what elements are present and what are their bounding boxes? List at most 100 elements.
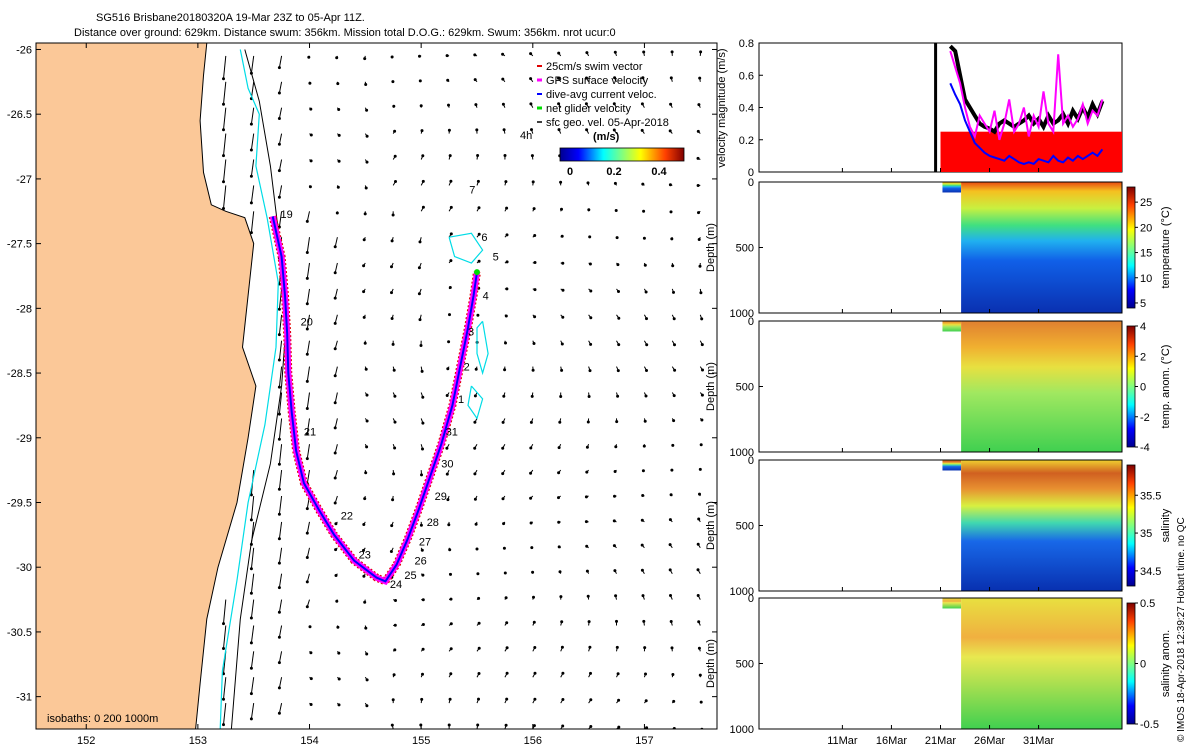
map-xtick-label-2: 154 xyxy=(300,735,318,747)
velocity-arrow-head xyxy=(672,419,676,423)
map-ytick-label-4: -28 xyxy=(16,303,32,315)
section-fill xyxy=(961,460,1122,591)
velocity-arrow-head xyxy=(585,445,589,449)
velocity-arrow-head xyxy=(418,318,422,322)
velocity-arrow-head xyxy=(643,419,647,423)
velocity-ylabel: velocity magnitude (m/s) xyxy=(716,48,728,167)
velocity-arrow-head xyxy=(447,523,451,527)
map-axes: 152 153 154 155 156 157-26-26.5-27-27.5-28-28… xyxy=(7,43,717,747)
velocity-arrow-head xyxy=(333,401,337,405)
day-label-13: 1 xyxy=(458,394,464,406)
velocity-arrow-head xyxy=(277,711,281,715)
velocity-arrow-head xyxy=(505,233,509,237)
day-label-2: 21 xyxy=(304,426,316,438)
velocity-arrow-head xyxy=(505,206,509,210)
velocity-arrow-head xyxy=(277,512,281,516)
velocity-arrow xyxy=(306,444,310,459)
velocity-arrow-head xyxy=(277,142,281,146)
velocity-arrow-head xyxy=(390,524,394,528)
velocity-arrow-head xyxy=(449,179,453,183)
velocity-arrow-head xyxy=(305,605,309,609)
velocity-arrow-head xyxy=(503,571,507,575)
track-end-marker xyxy=(473,269,480,276)
depth-ytick-label-1: 500 xyxy=(736,243,754,255)
velocity-arrow-head xyxy=(333,501,337,505)
velocity-arrow-head xyxy=(309,703,313,706)
colorbar-tick-0: 0 xyxy=(567,166,573,178)
map-xtick-label-5: 157 xyxy=(635,735,653,747)
velocity-arrow xyxy=(250,625,255,643)
velocity-arrow xyxy=(278,211,283,228)
velocity-arrow xyxy=(278,159,283,171)
svg-text:net glider velocity: net glider velocity xyxy=(546,103,631,115)
velocity-arrow-head xyxy=(393,446,397,450)
velocity-arrow-head xyxy=(584,520,588,524)
velocity-arrow-head xyxy=(700,317,704,321)
velocity-arrow-head xyxy=(305,379,309,383)
velocity-arrow-head xyxy=(473,446,477,450)
temp-anomaly-panel: 0 500 1000 Depth (m) -4 -2 0 2 4 temp. anom. (°C) xyxy=(705,316,1172,459)
velocity-arrow-head xyxy=(308,81,312,85)
velocity-arrow xyxy=(306,418,310,434)
velocity-arrow-head xyxy=(530,546,534,550)
velocity-arrow xyxy=(250,211,255,233)
velocity-arrow xyxy=(278,470,283,490)
map-ytick-label-10: -31 xyxy=(16,692,32,704)
velocity-arrow-head xyxy=(668,129,672,133)
velocity-arrow-head xyxy=(672,699,676,703)
velocity-arrow xyxy=(223,677,227,700)
vel-ytick-label-1: 0.2 xyxy=(739,135,754,147)
velocity-arrow-head xyxy=(278,737,281,740)
velocity-arrow-head xyxy=(641,469,645,473)
velocity-arrow-head xyxy=(697,517,701,521)
velocity-arrow-head xyxy=(644,699,648,703)
velocity-arrow-head xyxy=(617,343,621,347)
vel-ytick-label-2: 0.4 xyxy=(739,103,754,115)
cbar-tick-label-4: 25 xyxy=(1140,197,1152,209)
velocity-arrow-head xyxy=(529,471,533,475)
day-label-11: 30 xyxy=(441,459,453,471)
velocity-arrow-head xyxy=(532,207,536,211)
velocity-arrow-head xyxy=(337,677,341,681)
velocity-arrow-head xyxy=(421,447,424,451)
velocity-arrow-head xyxy=(613,76,617,80)
velocity-arrow xyxy=(223,55,227,79)
velocity-arrow-head xyxy=(448,286,452,289)
velocity-arrow-head xyxy=(532,724,536,728)
velocity-panel: 0 0.2 0.4 0.6 0.8 velocity magnitude (m/s) xyxy=(716,38,1123,179)
cbar-tick-label-1: 35 xyxy=(1140,528,1152,540)
depth-ylabel: Depth (m) xyxy=(705,362,717,411)
velocity-arrow xyxy=(250,703,255,719)
velocity-arrow xyxy=(306,262,310,279)
velocity-arrow-head xyxy=(249,518,253,522)
day-label-7: 26 xyxy=(415,556,427,568)
coastline xyxy=(195,43,257,729)
swim-speed-block xyxy=(940,131,1122,172)
temperature-panel: 0 500 1000 Depth (m) 5 10 15 20 25 temperature (°… xyxy=(705,177,1172,320)
velocity-arrow xyxy=(223,703,227,725)
velocity-arrow-head xyxy=(617,290,620,293)
day-label-12: 31 xyxy=(446,426,458,438)
velocity-arrow-head xyxy=(365,134,369,138)
velocity-arrow-head xyxy=(616,369,620,373)
time-tick-label-4: 31Mar xyxy=(1023,735,1055,747)
velocity-arrow-head xyxy=(334,548,338,552)
cbar-tick-label-1: 0 xyxy=(1140,659,1146,671)
velocity-arrow-head xyxy=(333,426,337,430)
velocity-arrow-head xyxy=(277,169,281,173)
velocity-arrow-head xyxy=(391,698,395,702)
dive-avg-track xyxy=(271,216,478,583)
velocity-arrow-head xyxy=(501,102,505,106)
velocity-arrow-head xyxy=(249,174,253,178)
velocity-arrow-head xyxy=(362,315,366,319)
velocity-arrow-head xyxy=(447,340,451,344)
velocity-arrow-head xyxy=(277,661,281,665)
velocity-arrow xyxy=(306,521,310,534)
velocity-arrow-head xyxy=(589,316,593,320)
colorbar xyxy=(559,147,685,162)
velocity-arrow-head xyxy=(474,103,478,107)
velocity-arrow-head xyxy=(503,368,507,372)
velocity-arrow-head xyxy=(309,107,313,111)
velocity-arrow-head xyxy=(557,471,561,475)
time-axis: 11Mar 16Mar 21Mar 26Mar 31Mar xyxy=(827,168,1055,747)
